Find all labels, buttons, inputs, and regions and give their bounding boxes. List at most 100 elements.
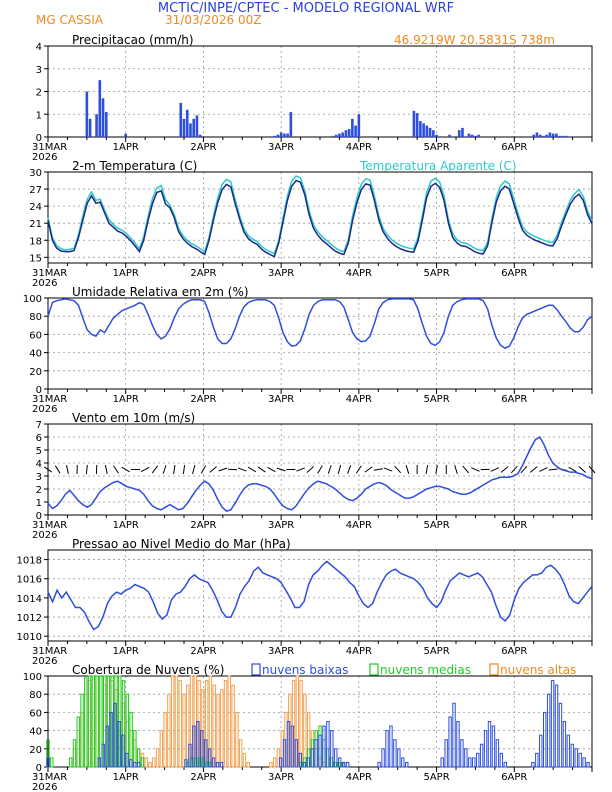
temperature-ytick-label: 27 [29, 185, 42, 196]
cloud-low-bar [448, 716, 452, 768]
cloud-high-bar [235, 711, 239, 768]
cloud-low-bar [203, 739, 208, 768]
cloud-low-bar [495, 739, 500, 768]
precip-bar [467, 133, 471, 137]
clouds-ytick-label: 0 [36, 763, 42, 774]
precip-bar [477, 134, 480, 137]
temperature-xlabel-year: 2026 [32, 278, 57, 289]
pressure-ytick-label: 1014 [17, 594, 42, 605]
cloud-low-bar [113, 702, 117, 768]
pressure-xlabel-year: 2026 [32, 656, 57, 667]
humidity-xlabel-day: 3APR [268, 394, 294, 405]
wind-xlabel-day: 3APR [268, 520, 294, 531]
wind-arrow [113, 465, 119, 474]
cloud-low-bar [330, 730, 334, 768]
cloud-low-bar [345, 761, 350, 768]
cloud-low-bar [440, 757, 444, 768]
precip-xlabel-day: 4APR [346, 142, 372, 153]
wind-arrow [568, 466, 577, 473]
precip-bar [88, 118, 92, 137]
cloud-low-bar [207, 748, 212, 768]
precip-xlabel-day: 2APR [190, 142, 216, 153]
wind-arrow [200, 465, 207, 474]
wind-arrow [162, 465, 167, 474]
cloud-low-bar [101, 743, 105, 768]
cloud-high-bar [231, 684, 235, 768]
cloud-low-bar [215, 761, 220, 768]
wind-arrow [140, 466, 150, 473]
cloud-low-bar [558, 702, 563, 768]
cloud-low-bar [539, 734, 543, 768]
cloud-low-bar [341, 761, 346, 768]
precip-bar [532, 134, 536, 137]
wind-xlabel-first: 31MAR [32, 520, 67, 531]
cloud-high-bar [212, 684, 216, 768]
clouds-xlabel-day: 2APR [190, 772, 216, 783]
humidity-ytick-label: 20 [29, 367, 42, 378]
pressure-ytick-label: 1016 [17, 575, 42, 586]
pressure-xlabel-day: 5APR [423, 646, 449, 657]
cloud-high-bar [238, 739, 243, 768]
precip-xlabel-day: 1APR [113, 142, 139, 153]
wind-speed-line [47, 435, 593, 512]
precip-frame [47, 45, 593, 138]
precip-bar [104, 111, 108, 137]
cloud-low-bar [491, 725, 496, 768]
clouds-xlabel-first: 31MAR [32, 772, 67, 783]
cloud-high-bar [223, 680, 228, 768]
precip-bar [435, 134, 438, 137]
wind-arrow [296, 467, 305, 472]
clouds-ytick-label: 40 [29, 727, 42, 738]
wind-arrow [317, 465, 323, 474]
precip-bar [415, 113, 419, 137]
precip-bar [124, 133, 128, 137]
wind-arrow [548, 468, 558, 471]
humidity-xlabel-first: 31MAR [32, 394, 67, 405]
precip-bar [561, 135, 565, 137]
cloud-low-bar [46, 757, 50, 768]
clouds-xlabel-day: 5APR [423, 772, 449, 783]
wind-arrow [267, 466, 276, 473]
cloud-low-bar [456, 721, 460, 768]
wind-title: Vento em 10m (m/s) [72, 411, 195, 425]
cloud-low-bar [475, 752, 480, 768]
wind-arrow [500, 466, 509, 473]
temperature-ytick-label: 15 [29, 253, 42, 264]
cloud-high-bar [178, 680, 182, 768]
wind-arrow [182, 464, 186, 475]
clouds-xlabel-day: 6APR [501, 772, 527, 783]
wind-arrow [121, 466, 130, 473]
precip-bar [542, 135, 545, 137]
cloud-low-bar [566, 734, 571, 768]
cloud-low-bar [464, 748, 468, 768]
clouds-ytick-label: 60 [29, 708, 42, 719]
cloud-low-bar [282, 739, 287, 768]
precip-title: Precipitacao (mm/h) [72, 33, 194, 47]
precip-bar [95, 114, 98, 137]
wind-arrow [151, 465, 158, 474]
cloud-high-bar [163, 711, 167, 768]
wind-arrow [529, 466, 538, 473]
cloud-high-bar [220, 689, 224, 768]
station-coords: 46.9219W 20.5831S 738m [394, 33, 555, 47]
wind-ytick-label: 5 [36, 446, 42, 457]
humidity-xlabel-day: 5APR [423, 394, 449, 405]
cloud-low-bar [503, 761, 507, 768]
station-name: MG CASSIA [36, 13, 104, 27]
cloud-low-bar [310, 748, 314, 768]
cloud-low-bar [546, 693, 551, 768]
cloud-high-bar [182, 693, 186, 768]
precip-bar [331, 135, 335, 137]
temperature-xlabel-day: 4APR [346, 268, 372, 279]
pressure-xlabel-first: 31MAR [32, 646, 67, 657]
wind-arrow [218, 467, 228, 472]
wind-arrow [490, 467, 500, 472]
cloud-low-bar [314, 739, 318, 768]
cloud-medium-bar [95, 675, 99, 768]
cloud-medium-bar [87, 675, 92, 768]
cloud-low-bar [570, 743, 574, 768]
clouds-ytick-label: 20 [29, 745, 42, 756]
wind-arrow [383, 467, 393, 472]
cloud-low-bar [574, 748, 578, 768]
cloud-low-bar [444, 739, 448, 768]
